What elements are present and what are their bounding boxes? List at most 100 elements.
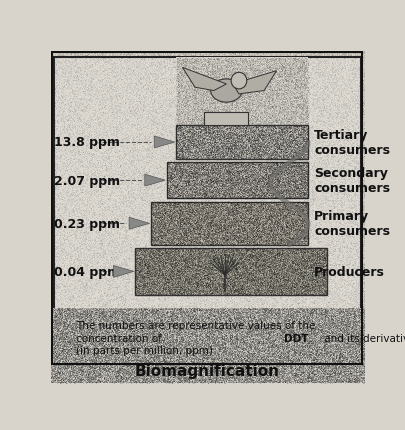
Point bbox=[339, 81, 346, 88]
Point bbox=[216, 333, 223, 340]
Point bbox=[234, 65, 241, 72]
Point bbox=[284, 247, 290, 254]
Point bbox=[96, 227, 102, 233]
Point bbox=[281, 293, 287, 300]
Point bbox=[288, 369, 294, 375]
Point bbox=[82, 167, 88, 174]
Point bbox=[200, 74, 207, 81]
Point bbox=[191, 137, 197, 144]
Point bbox=[294, 116, 301, 123]
Point bbox=[231, 288, 238, 295]
Point bbox=[333, 90, 339, 97]
Point bbox=[168, 275, 175, 282]
Point bbox=[50, 157, 56, 164]
Point bbox=[158, 288, 165, 295]
Point bbox=[303, 68, 309, 75]
Point bbox=[270, 214, 276, 221]
Point bbox=[114, 300, 120, 307]
Point bbox=[159, 102, 165, 109]
Point bbox=[289, 111, 296, 118]
Point bbox=[234, 275, 240, 282]
Point bbox=[262, 287, 268, 294]
Point bbox=[107, 329, 114, 335]
Point bbox=[106, 276, 112, 283]
Point bbox=[88, 144, 95, 150]
Point bbox=[179, 253, 185, 260]
Point bbox=[275, 252, 282, 258]
Point bbox=[186, 160, 193, 167]
Point bbox=[150, 197, 157, 204]
Point bbox=[49, 147, 56, 154]
Point bbox=[141, 327, 147, 334]
Point bbox=[235, 252, 242, 259]
Point bbox=[318, 249, 324, 256]
Point bbox=[209, 296, 216, 303]
Point bbox=[346, 349, 352, 356]
Point bbox=[252, 306, 258, 313]
Point bbox=[110, 107, 116, 114]
Point bbox=[292, 58, 298, 64]
Point bbox=[347, 357, 353, 364]
Point bbox=[284, 172, 290, 178]
Point bbox=[172, 229, 179, 236]
Point bbox=[347, 154, 353, 161]
Point bbox=[354, 361, 361, 368]
Point bbox=[199, 228, 206, 235]
Point bbox=[103, 189, 109, 196]
Point bbox=[88, 301, 94, 308]
Point bbox=[211, 235, 217, 242]
Point bbox=[185, 119, 192, 126]
Point bbox=[314, 63, 320, 70]
Point bbox=[343, 265, 350, 272]
Point bbox=[323, 181, 329, 187]
Point bbox=[175, 72, 182, 79]
Point bbox=[194, 343, 201, 350]
Point bbox=[272, 130, 278, 137]
Point bbox=[252, 293, 258, 300]
Point bbox=[245, 140, 252, 147]
Point bbox=[203, 289, 209, 296]
Point bbox=[54, 340, 61, 347]
Point bbox=[164, 354, 171, 361]
Point bbox=[98, 258, 104, 264]
Point bbox=[98, 77, 104, 84]
Point bbox=[154, 280, 160, 286]
Point bbox=[324, 330, 331, 337]
Point bbox=[199, 186, 205, 193]
Point bbox=[286, 342, 292, 349]
Point bbox=[297, 325, 304, 332]
Point bbox=[85, 252, 91, 258]
Point bbox=[300, 312, 307, 319]
Point bbox=[71, 127, 77, 134]
Point bbox=[185, 249, 191, 256]
Point bbox=[260, 264, 266, 271]
Point bbox=[326, 329, 332, 336]
Point bbox=[152, 310, 159, 317]
Point bbox=[254, 238, 260, 245]
Point bbox=[322, 356, 329, 363]
Point bbox=[247, 312, 254, 319]
Point bbox=[250, 79, 257, 86]
Point bbox=[295, 336, 301, 343]
Point bbox=[113, 320, 120, 327]
Point bbox=[206, 310, 212, 317]
Point bbox=[227, 324, 233, 331]
Point bbox=[86, 307, 92, 313]
Point bbox=[202, 361, 209, 368]
Point bbox=[165, 177, 172, 184]
Point bbox=[252, 184, 258, 191]
Point bbox=[122, 73, 128, 80]
Point bbox=[66, 178, 73, 185]
Point bbox=[204, 329, 211, 336]
Point bbox=[246, 340, 252, 347]
Point bbox=[244, 327, 250, 334]
Point bbox=[217, 111, 224, 118]
Point bbox=[205, 295, 211, 301]
Point bbox=[290, 79, 296, 86]
Point bbox=[237, 98, 244, 104]
Point bbox=[133, 306, 140, 313]
Point bbox=[53, 289, 60, 295]
Point bbox=[150, 351, 157, 358]
Point bbox=[168, 304, 175, 311]
Point bbox=[337, 169, 344, 176]
